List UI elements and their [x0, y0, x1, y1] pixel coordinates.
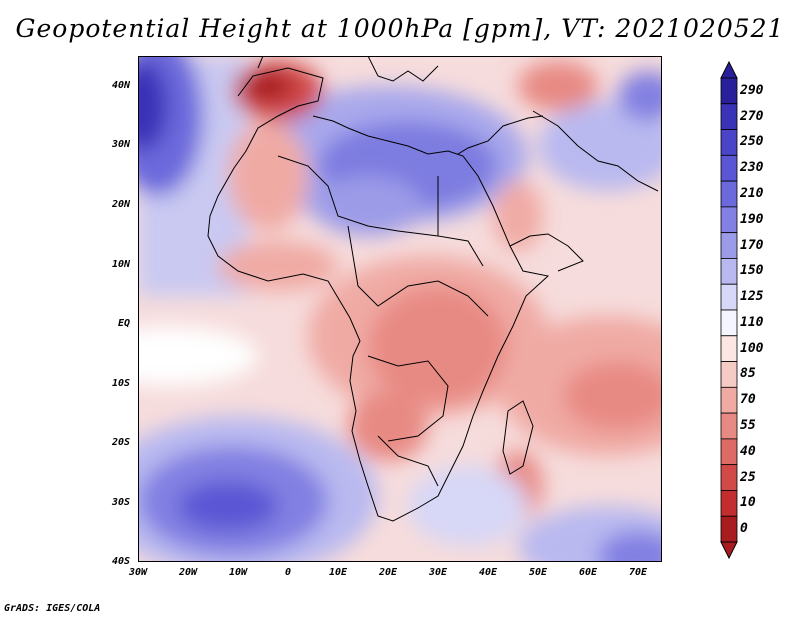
colorbar-swatch: [720, 309, 738, 337]
lon-tick-40e: 40E: [478, 567, 498, 578]
colorbar-label: 0: [740, 521, 748, 537]
colorbar-label: 150: [740, 263, 764, 279]
lat-tick-10n: 10N: [111, 259, 130, 270]
map-frame: [138, 56, 662, 562]
colorbar-label: 170: [740, 237, 764, 253]
map-svg: [138, 56, 662, 562]
colorbar-swatch: [720, 438, 738, 466]
lat-tick-eq: EQ: [117, 318, 130, 329]
colorbar-label: 25: [740, 469, 756, 485]
colorbar-swatch: [720, 515, 738, 543]
colorbar-swatch: [720, 412, 738, 440]
colorbar-swatch: [720, 464, 738, 491]
lon-tick-20w: 20W: [178, 567, 198, 578]
colorbar-swatch: [720, 103, 738, 130]
lon-tick-50e: 50E: [528, 567, 548, 578]
colorbar-label: 55: [740, 418, 756, 433]
colorbar-swatch: [720, 386, 738, 414]
map-panel: [138, 56, 662, 562]
colorbar-bottom-arrow: [720, 541, 738, 560]
lat-tick-20n: 20N: [111, 199, 130, 210]
lat-tick-30n: 30N: [111, 139, 130, 150]
colorbar-swatch: [720, 129, 738, 156]
colorbar-swatch: [720, 283, 738, 311]
colorbar-label: 85: [740, 366, 756, 382]
lat-tick-40n: 40N: [111, 80, 130, 91]
colorbar-label: 125: [740, 289, 764, 305]
colorbar-label: 270: [740, 108, 764, 124]
colorbar-label: 110: [740, 314, 764, 330]
colorbar-swatch: [720, 77, 738, 105]
lon-tick-30e: 30E: [428, 567, 448, 578]
lat-tick-30s: 30S: [111, 497, 130, 508]
colorbar-label: 250: [740, 134, 764, 150]
colorbar-swatch: [720, 335, 738, 362]
colorbar-label: 290: [740, 82, 764, 98]
lon-tick-20e: 20E: [378, 567, 398, 578]
colorbar-label: 210: [740, 186, 764, 201]
colorbar-label: 40: [740, 443, 756, 459]
colorbar-swatch: [720, 490, 738, 517]
colorbar-swatch: [720, 258, 738, 285]
lat-tick-10s: 10S: [111, 378, 130, 389]
lon-tick-10w: 10W: [228, 567, 248, 578]
colorbar: [720, 60, 738, 560]
colorbar-label: 70: [740, 392, 756, 408]
colorbar-swatch: [720, 361, 738, 388]
height-field: [138, 56, 662, 562]
lon-tick-0: 0: [284, 567, 292, 578]
colorbar-label: 190: [740, 211, 764, 227]
colorbar-label: 100: [740, 340, 764, 356]
colorbar-label: 230: [740, 160, 764, 176]
lon-tick-10e: 10E: [328, 567, 348, 578]
coastlines: [207, 56, 659, 522]
colorbar-swatch: [720, 232, 738, 259]
colorbar-swatch: [720, 154, 738, 182]
colorbar-swatch: [720, 206, 738, 234]
lon-tick-70e: 70E: [628, 567, 648, 578]
grads-credit: GrADS: IGES/COLA: [4, 603, 101, 614]
lat-tick-40s: 40S: [111, 556, 130, 567]
colorbar-label: 10: [740, 495, 756, 511]
colorbar-top-arrow: [720, 60, 738, 79]
colorbar-swatch: [720, 180, 738, 208]
lat-tick-20s: 20S: [111, 437, 130, 448]
lon-tick-60e: 60E: [578, 567, 598, 578]
chart-title: Geopotential Height at 1000hPa [gpm], VT…: [15, 14, 785, 43]
lon-tick-30w: 30W: [128, 567, 148, 578]
